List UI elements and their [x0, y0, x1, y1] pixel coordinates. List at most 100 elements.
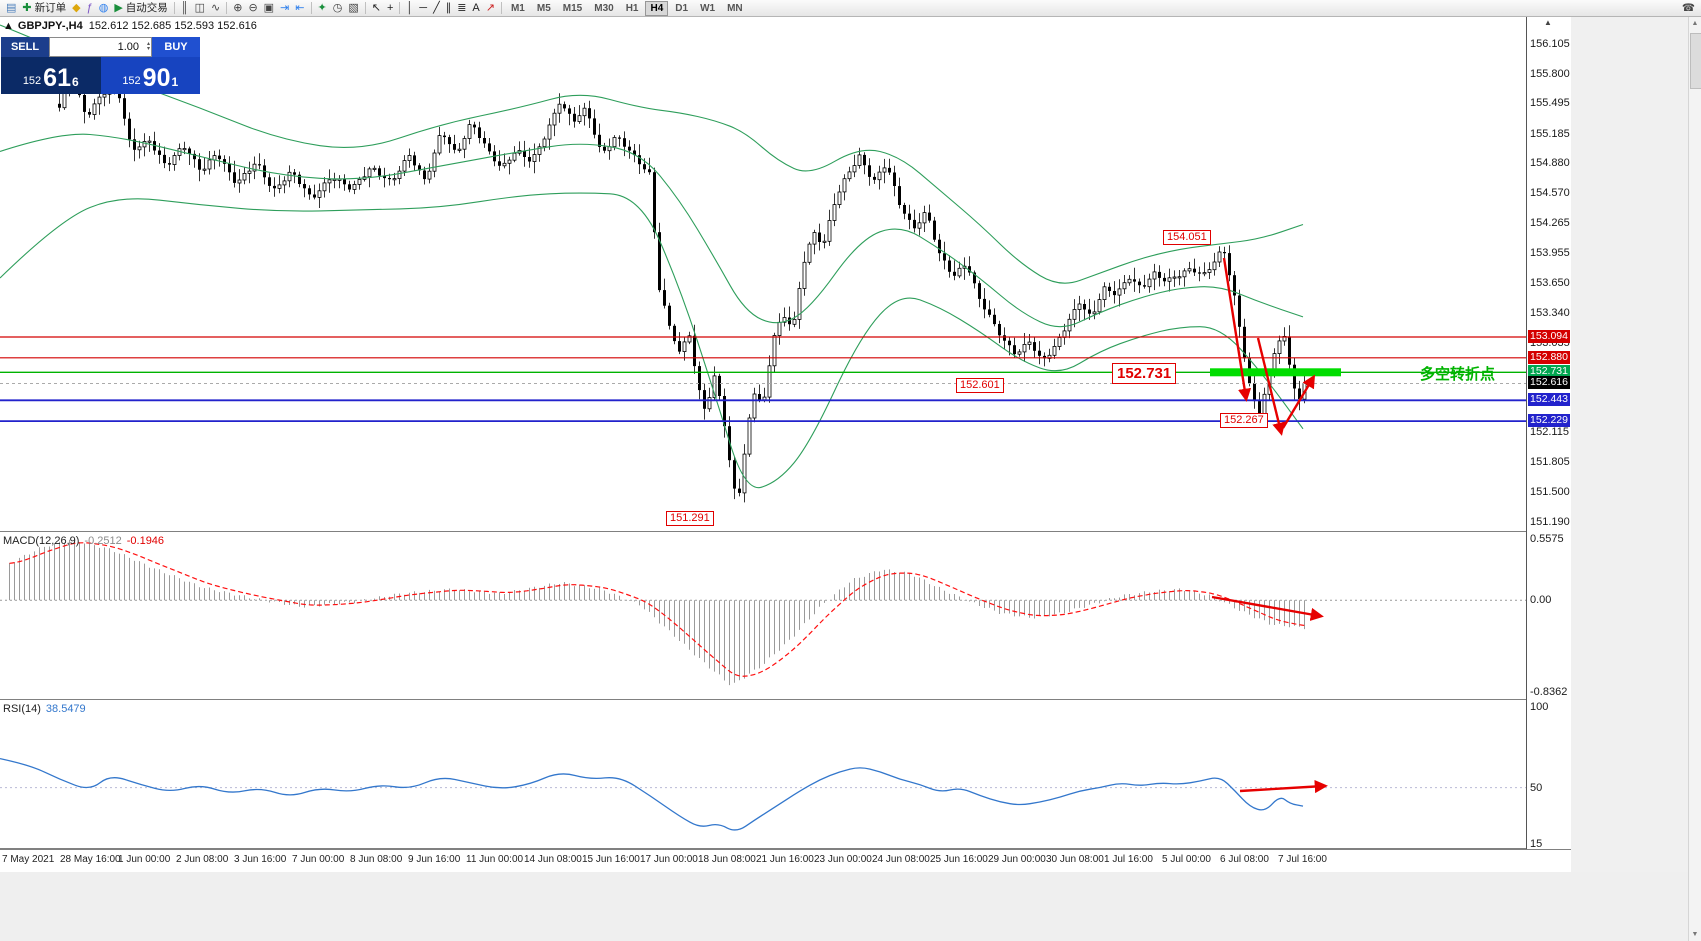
- time-axis-label: 23 Jun 00:00: [814, 854, 872, 865]
- new-order-button[interactable]: ✚ 新订单: [19, 1, 69, 16]
- autotrading-button[interactable]: ▶ 自动交易: [111, 1, 170, 16]
- expert-advisors-icon[interactable]: ƒ: [84, 1, 96, 16]
- trendline-icon[interactable]: ╱: [430, 1, 443, 16]
- toolbar-separator: [226, 2, 228, 14]
- price-level-badge: 152.731: [1528, 365, 1570, 378]
- price-level-badge: 152.880: [1528, 351, 1570, 364]
- timeframe-group: M1 M5 M15 M30 H1 H4 D1 W1 MN: [505, 0, 749, 16]
- timeframe-m15[interactable]: M15: [562, 2, 583, 14]
- macd-label: MACD(12,26,9) -0.2512 -0.1946: [3, 535, 164, 547]
- chart-shift-icon-glyph: ⇤: [295, 1, 305, 14]
- vertical-line-icon[interactable]: │: [403, 1, 416, 16]
- price-axis-label: 153.955: [1530, 247, 1570, 259]
- timeframe-m30[interactable]: M30: [594, 2, 614, 14]
- time-axis-label: 25 Jun 16:00: [930, 854, 988, 865]
- phone-icon[interactable]: ☎: [1681, 1, 1695, 14]
- rsi-canvas[interactable]: [0, 700, 1526, 848]
- text-icon[interactable]: A: [469, 1, 482, 16]
- pane-splitter[interactable]: [0, 848, 1571, 849]
- line-chart-icon[interactable]: ∿: [208, 1, 223, 16]
- macd-axis-label: 0.00: [1530, 594, 1552, 606]
- turning-point-note[interactable]: 多空转折点: [1420, 366, 1496, 383]
- toolbar-separator: [399, 2, 401, 14]
- timeframe-h4[interactable]: H4: [645, 0, 669, 16]
- price-axis-label: 155.185: [1530, 128, 1570, 140]
- pane-splitter[interactable]: [0, 699, 1571, 700]
- scrollbar-down-icon[interactable]: ▼: [1691, 931, 1699, 938]
- price-label[interactable]: 152.731: [1112, 363, 1177, 384]
- volume-spinner[interactable]: ▴ ▾: [147, 38, 150, 56]
- cursor-icon-glyph: ↖: [371, 1, 381, 14]
- price-chart-canvas[interactable]: [0, 17, 1526, 531]
- panel-toggle-icon[interactable]: ▲: [3, 20, 14, 32]
- trendline-icon-glyph: ╱: [433, 1, 440, 14]
- line-chart-icon-glyph: ∿: [211, 1, 221, 14]
- volume-input[interactable]: 1.00 ▴ ▾: [49, 37, 152, 57]
- data-window-icon-glyph: ◍: [98, 1, 109, 14]
- rsi-axis-label: 15: [1530, 838, 1543, 850]
- volume-up-icon[interactable]: ▴: [146, 41, 150, 47]
- zoom-in-icon[interactable]: ⊕: [230, 1, 245, 16]
- volume-down-icon[interactable]: ▾: [146, 46, 150, 52]
- templates-icon[interactable]: ▧: [345, 1, 361, 16]
- time-axis-label: 2 Jun 08:00: [176, 854, 229, 865]
- zoom-out-icon[interactable]: ⊖: [245, 1, 260, 16]
- bar-chart-icon[interactable]: ║: [178, 1, 192, 16]
- time-axis-label: 7 Jul 16:00: [1278, 854, 1327, 865]
- arrows-icon-glyph: ↗: [485, 1, 495, 14]
- auto-scroll-icon[interactable]: ⇥: [277, 1, 292, 16]
- macd-pane: MACD(12,26,9) -0.2512 -0.1946: [0, 532, 1526, 699]
- crosshair-icon[interactable]: +: [384, 1, 396, 16]
- chart-window-icon[interactable]: ▤: [3, 1, 19, 16]
- toolbar-separator: [500, 2, 502, 14]
- bar-chart-icon-glyph: ║: [180, 1, 189, 14]
- toolbar-separator: [364, 2, 366, 14]
- zoom-out-icon-glyph: ⊖: [248, 1, 258, 14]
- cursor-icon[interactable]: ↖: [369, 1, 384, 16]
- chart-shift-icon[interactable]: ⇤: [292, 1, 307, 16]
- scrollbar-thumb[interactable]: [1690, 33, 1701, 89]
- toolbar-icons: ▤ ✚ 新订单 ◆ ƒ ◍ ▶ 自动交易 ║ ◫ ∿ ⊕ ⊖ ▣ ⇥ ⇤ ✦ ◷ ▧ ↖ + │ ─ ╱ ∥ ≣ A ↗: [3, 1, 505, 16]
- price-axis[interactable]: ▲ 0.5575 0.00 -0.8362 100 50 15 156.105 155.800…: [1526, 17, 1571, 850]
- toolbar-right: ☎: [1679, 1, 1698, 16]
- horizontal-line-icon[interactable]: ─: [416, 1, 430, 16]
- data-window-icon[interactable]: ◍: [96, 1, 112, 16]
- metaeditor-icon[interactable]: ◆: [69, 1, 83, 16]
- time-axis-label: 1 Jun 00:00: [118, 854, 171, 865]
- timeframe-m1[interactable]: M1: [510, 2, 525, 14]
- price-label[interactable]: 151.291: [666, 511, 714, 526]
- price-level-badge: 152.229: [1528, 414, 1570, 427]
- price-axis-label: 151.500: [1530, 486, 1570, 498]
- time-axis-label: 1 Jul 16:00: [1104, 854, 1153, 865]
- price-label[interactable]: 152.601: [956, 378, 1004, 393]
- buy-button[interactable]: BUY: [152, 37, 200, 57]
- buy-price[interactable]: 152 90 1: [100, 57, 200, 94]
- price-axis-label: 154.265: [1530, 217, 1570, 229]
- timeframe-w1[interactable]: W1: [700, 2, 716, 14]
- price-label[interactable]: 154.051: [1163, 230, 1211, 245]
- timeframe-d1[interactable]: D1: [675, 2, 689, 14]
- sell-price[interactable]: 152 61 6: [1, 57, 101, 94]
- periods-icon[interactable]: ◷: [330, 1, 346, 16]
- timeframe-m5[interactable]: M5: [536, 2, 551, 14]
- time-axis[interactable]: 7 May 2021 28 May 16:00 1 Jun 00:00 2 Jun 0…: [0, 849, 1571, 872]
- tile-windows-icon[interactable]: ▣: [261, 1, 277, 16]
- candlestick-chart-icon-glyph: ◫: [194, 1, 205, 14]
- arrows-icon[interactable]: ↗: [483, 1, 498, 16]
- channel-icon[interactable]: ∥: [443, 1, 455, 16]
- timeframe-mn[interactable]: MN: [727, 2, 743, 14]
- candlestick-chart-icon[interactable]: ◫: [192, 1, 208, 16]
- scrollbar-up-icon[interactable]: ▲: [1691, 20, 1699, 27]
- templates-icon-glyph: ▧: [348, 1, 359, 14]
- vertical-scrollbar[interactable]: ▲ ▼: [1688, 17, 1701, 941]
- sell-button[interactable]: SELL: [1, 37, 49, 57]
- price-label[interactable]: 152.267: [1220, 413, 1268, 428]
- pane-splitter[interactable]: [0, 531, 1571, 532]
- time-axis-label: 11 Jun 00:00: [466, 854, 524, 865]
- timeframe-h1[interactable]: H1: [625, 2, 639, 14]
- time-axis-label: 17 Jun 00:00: [640, 854, 698, 865]
- indicators-icon[interactable]: ✦: [315, 1, 330, 16]
- macd-canvas[interactable]: [0, 532, 1526, 699]
- fibonacci-icon[interactable]: ≣: [454, 1, 469, 16]
- price-axis-label: 155.800: [1530, 68, 1570, 80]
